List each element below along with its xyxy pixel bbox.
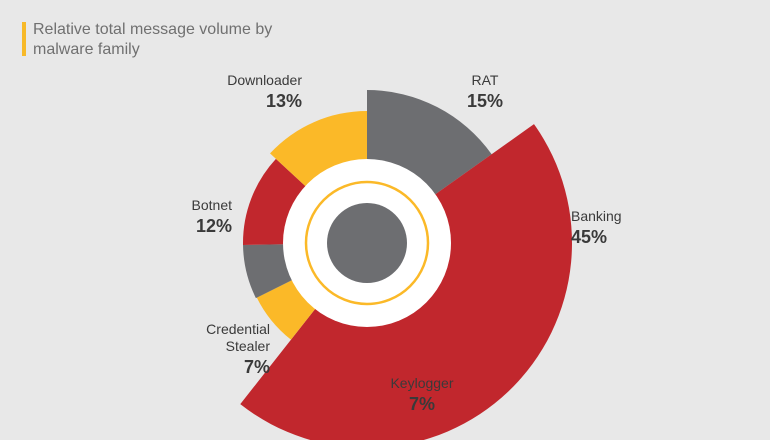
label-name-downloader: Downloader	[227, 72, 302, 88]
label-name-credential-stealer: Credential	[206, 321, 270, 337]
label-name-banking: Banking	[571, 208, 622, 224]
label-value-keylogger: 7%	[409, 394, 435, 414]
label-name-keylogger: Keylogger	[390, 375, 453, 391]
sector-banking	[240, 124, 572, 440]
center-ring	[304, 180, 430, 306]
label-value-credential-stealer: 7%	[244, 357, 270, 377]
center-dot	[327, 203, 407, 283]
label-name-rat: RAT	[472, 72, 499, 88]
label-value-downloader: 13%	[266, 91, 302, 111]
sector-rat	[367, 90, 492, 196]
label-name-credential-stealer: Stealer	[226, 338, 271, 354]
label-value-botnet: 12%	[196, 216, 232, 236]
title-accent-bar	[22, 22, 26, 56]
label-value-rat: 15%	[467, 91, 503, 111]
chart-title: Relative total message volume by malware…	[33, 21, 273, 58]
chart-sectors	[240, 90, 572, 440]
chart-labels: RAT 15% Banking 45% Keylogger 7% CredentialSte…	[192, 72, 622, 414]
sector-botnet	[243, 158, 307, 245]
label-value-banking: 45%	[571, 227, 607, 247]
sector-downloader	[270, 111, 367, 188]
label-name-botnet: Botnet	[192, 197, 233, 213]
sector-credential-stealer	[243, 244, 294, 299]
